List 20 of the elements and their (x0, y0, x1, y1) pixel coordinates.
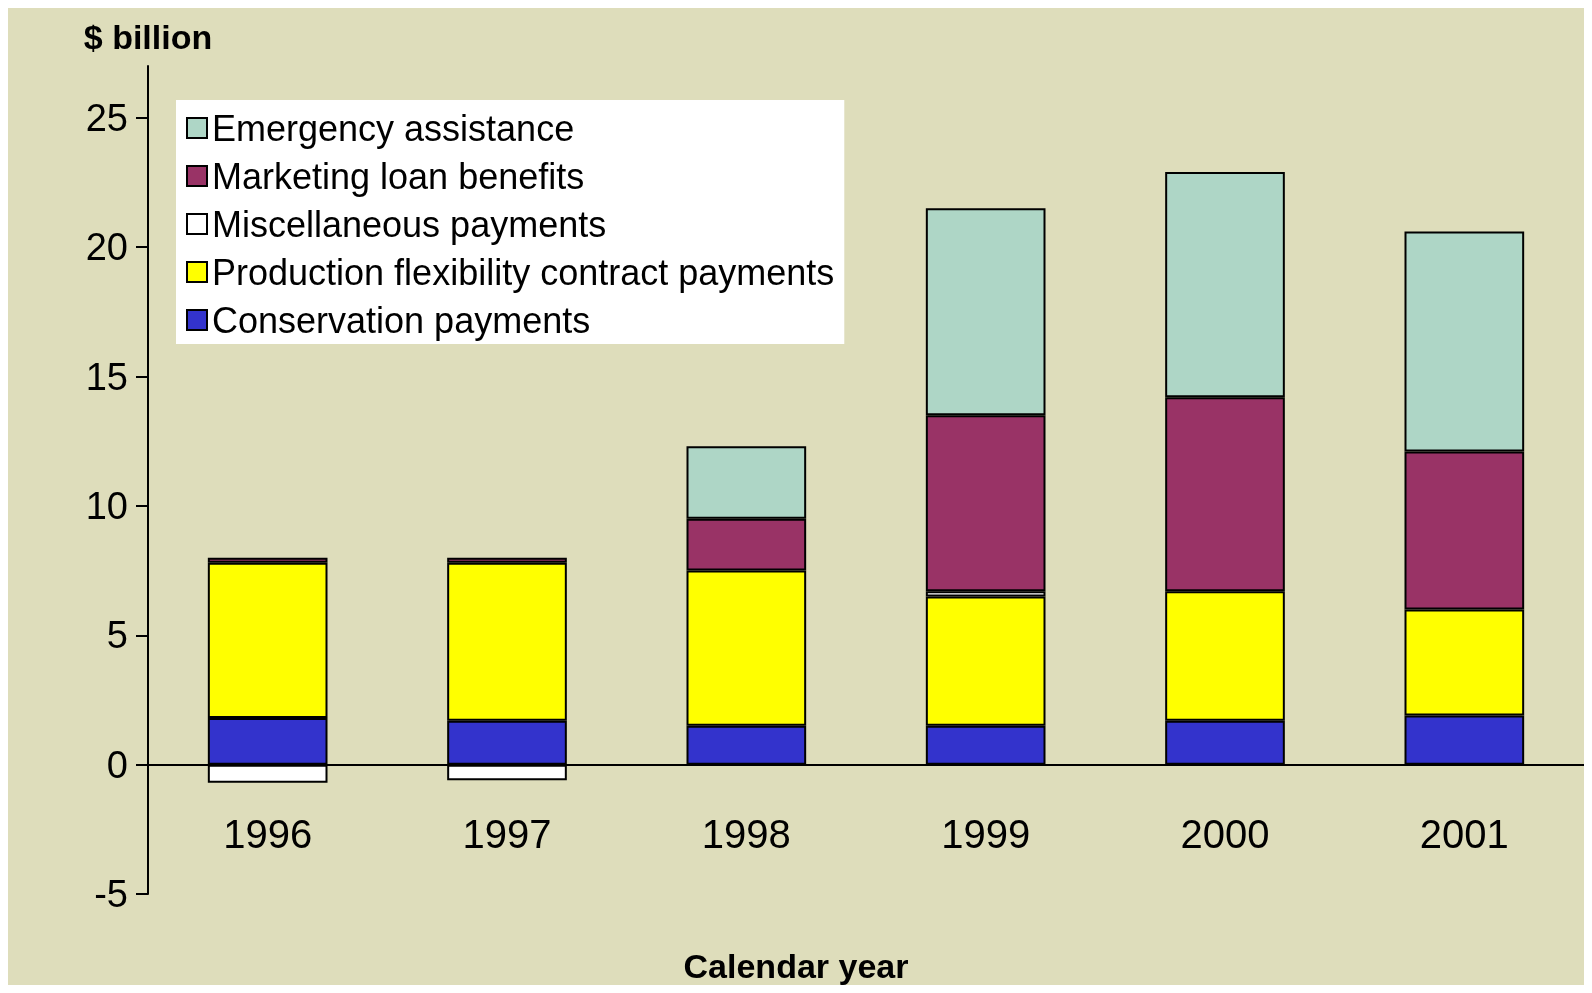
y-tick-label: 5 (106, 614, 128, 657)
x-tick-label: 1998 (701, 812, 791, 856)
y-tick-label: 20 (85, 226, 128, 269)
y-tick-label: -5 (94, 873, 128, 915)
x-tick-label: 1999 (941, 812, 1031, 856)
x-tick-label: 1997 (462, 812, 552, 856)
x-tick-label: 1996 (223, 812, 313, 856)
y-axis-title: $ billion (83, 18, 213, 56)
x-axis-title: Calendar year (683, 947, 909, 985)
x-tick-label: 2000 (1180, 812, 1270, 856)
y-tick-label: 10 (85, 484, 128, 527)
legend-label: Conservation payments (212, 299, 591, 341)
y-tick-label: 25 (85, 96, 128, 139)
x-tick-label: 2001 (1419, 812, 1509, 856)
legend-label: Production flexibility contract payments (212, 251, 835, 293)
legend-label: Emergency assistance (212, 107, 575, 149)
y-tick-label: 0 (106, 743, 128, 786)
legend-label: Miscellaneous payments (212, 203, 607, 245)
legend-label: Marketing loan benefits (212, 155, 585, 197)
y-tick-label: 15 (85, 355, 128, 398)
